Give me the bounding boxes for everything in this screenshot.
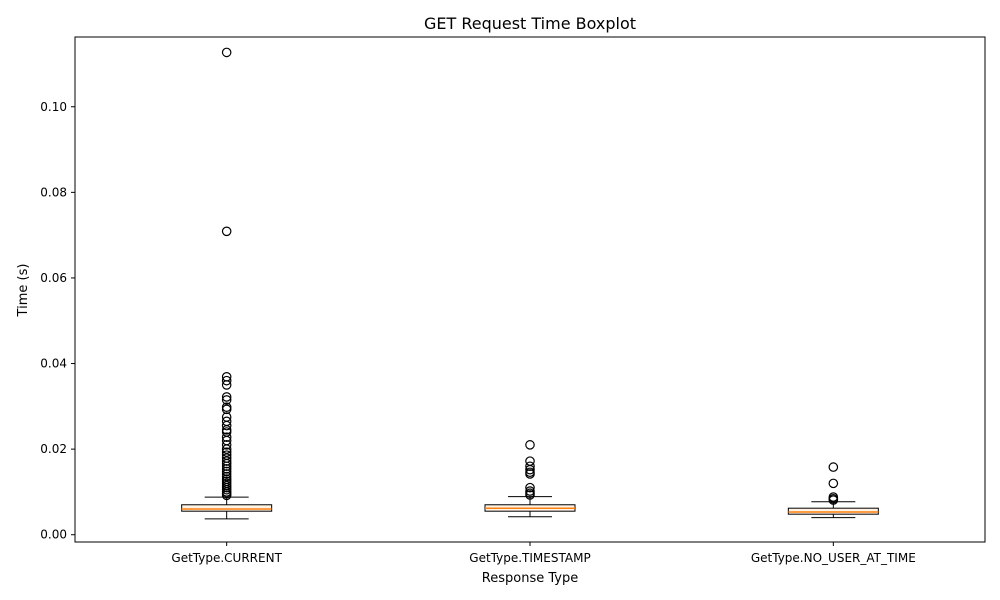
box-group [484,440,576,518]
chart-title: GET Request Time Boxplot [424,14,636,33]
y-tick-label: 0.00 [40,528,67,542]
outlier-point [828,495,839,505]
outlier-point [221,47,232,58]
outlier-point [221,420,232,431]
iqr-box [787,507,879,515]
outlier-point [221,458,232,469]
outlier-point [221,464,232,474]
outlier-point [525,464,535,475]
x-tick-label: GetType.NO_USER_AT_TIME [751,551,916,565]
outlier-point [221,440,232,450]
outlier-point [221,469,232,479]
outlier-point [828,478,839,489]
outlier-point [525,482,535,493]
outlier-point [221,461,232,472]
outlier-point [525,469,535,479]
outlier-point [221,432,232,442]
outlier-point [221,404,232,415]
outlier-point [525,490,535,500]
outlier-point [221,380,232,390]
outlier-point [525,461,535,472]
outlier-point [221,392,232,402]
outlier-point [525,440,535,450]
y-tick-label: 0.06 [40,271,67,285]
box-group [787,462,879,519]
x-axis-label: Response Type [482,571,578,586]
iqr-box [181,504,273,512]
box-group [181,47,273,520]
y-tick-label: 0.10 [40,100,67,114]
y-tick-label: 0.02 [40,442,67,456]
plot-frame [74,36,986,543]
y-axis-label: Time (s) [16,264,31,318]
x-tick-label: GetType.CURRENT [171,551,282,565]
outlier-point [221,375,232,386]
outlier-point [221,466,232,477]
plot-area: 0.00 0.02 0.04 0.06 0.08 0.10 GetType.CURRENT G… [40,36,986,565]
outlier-point [221,226,232,237]
outlier-point [221,395,232,405]
outlier-point [221,490,232,501]
x-tick-label: GetType.TIMESTAMP [469,551,590,565]
y-tick-label: 0.04 [40,357,67,371]
y-tick-label: 0.08 [40,185,67,199]
outlier-point [221,456,232,466]
outlier-point [828,462,839,472]
